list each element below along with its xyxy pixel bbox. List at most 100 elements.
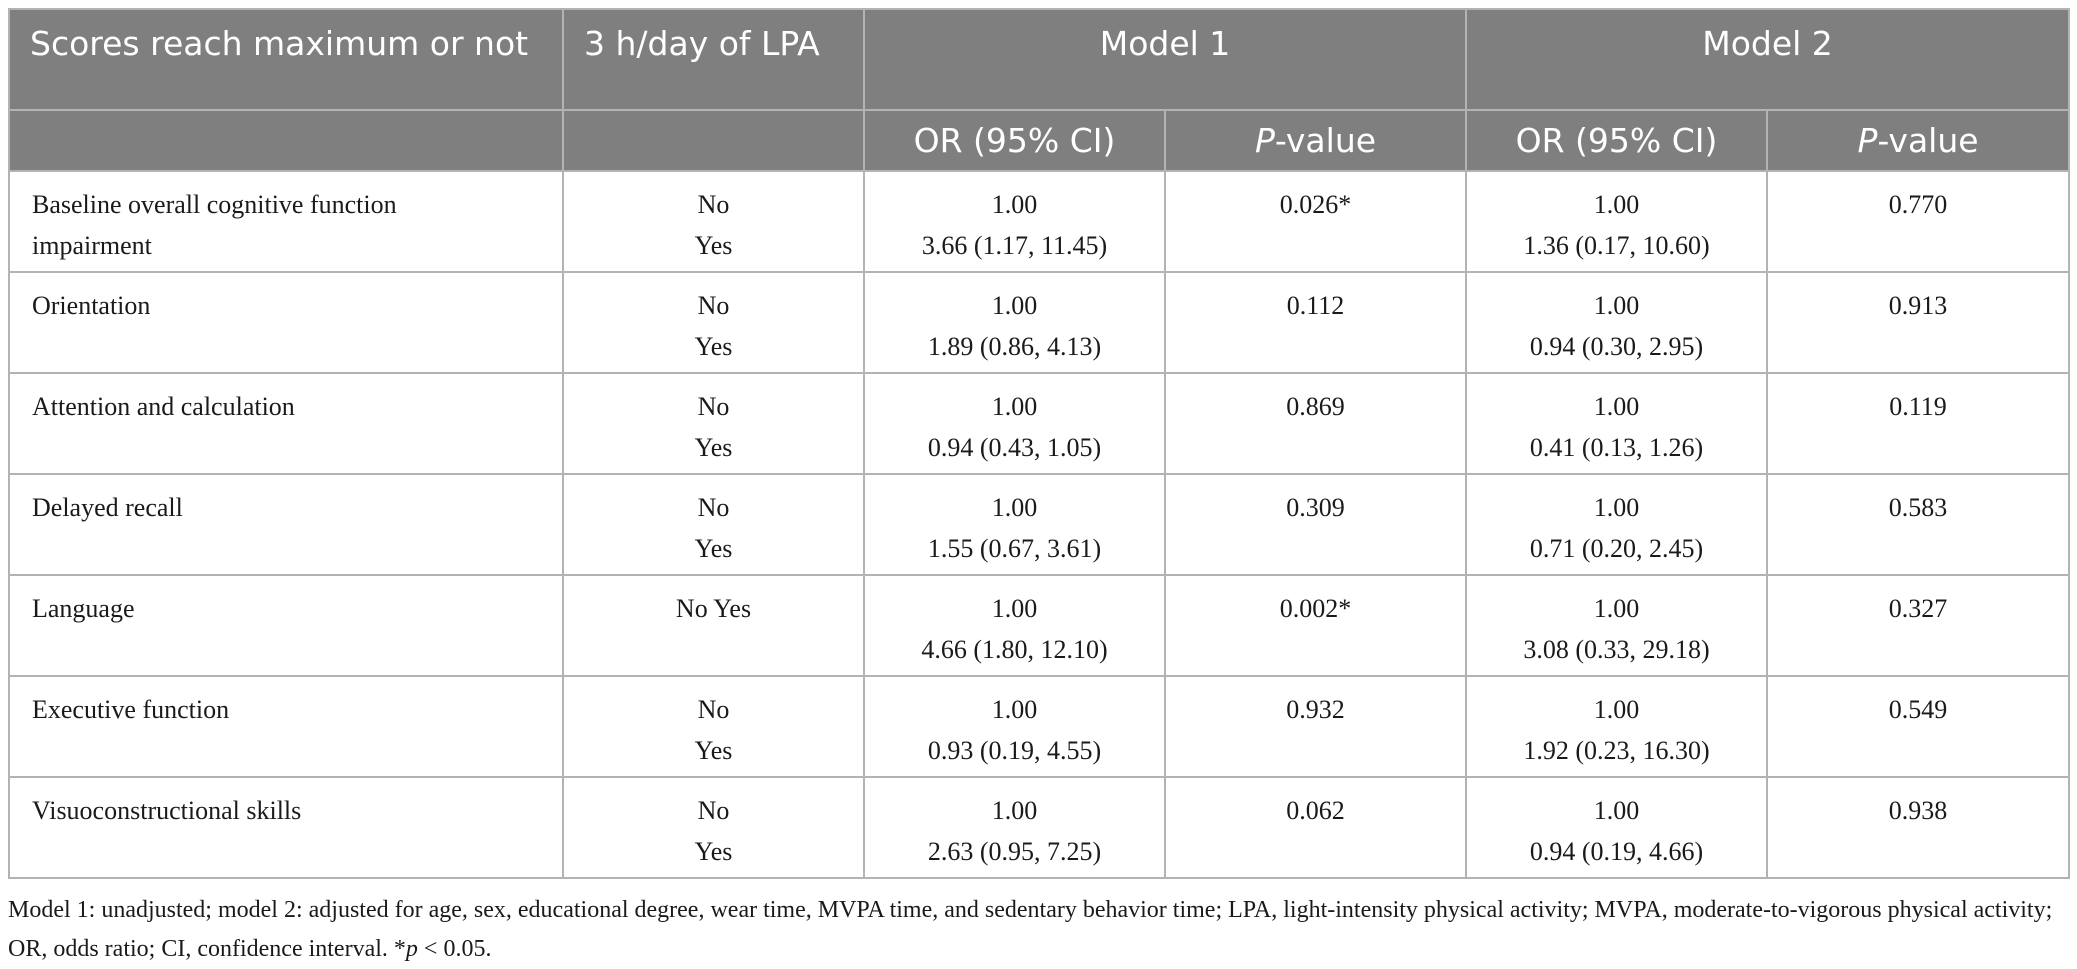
- model1-or-cell: 1.00 0.93 (0.19, 4.55): [863, 675, 1166, 778]
- model2-or-value: 0.71 (0.20, 2.45): [1529, 534, 1704, 563]
- model1-p-cell: 0.002*: [1163, 574, 1468, 677]
- model2-p-cell: 0.327: [1766, 574, 2071, 677]
- model1-or-value: 1.00: [991, 392, 1038, 421]
- model2-p-cell: 0.770: [1766, 170, 2071, 273]
- row-label: Visuoconstructional skills: [8, 776, 564, 879]
- table-row: Language No Yes 1.00 4.66 (1.80, 12.10) 0.00…: [8, 574, 2071, 677]
- model1-or-value: 1.00: [991, 190, 1038, 219]
- model1-or-cell: 1.00 2.63 (0.95, 7.25): [863, 776, 1166, 879]
- lpa-value: Yes: [694, 332, 733, 361]
- lpa-value: No: [697, 493, 730, 522]
- lpa-value: Yes: [694, 837, 733, 866]
- model1-or-cell: 1.00 1.55 (0.67, 3.61): [863, 473, 1166, 576]
- model1-or-value: 3.66 (1.17, 11.45): [921, 231, 1108, 260]
- model1-or-value: 1.89 (0.86, 4.13): [927, 332, 1102, 361]
- table-row: Executive function No Yes 1.00 0.93 (0.19, 4…: [8, 675, 2071, 778]
- model1-p-cell: 0.026*: [1163, 170, 1468, 273]
- model2-or-value: 1.00: [1593, 695, 1640, 724]
- model1-or-value: 1.00: [991, 493, 1038, 522]
- model1-p-cell: 0.869: [1163, 372, 1468, 475]
- header-m1-p-rest: -value: [1274, 120, 1377, 160]
- model1-or-cell: 1.00 1.89 (0.86, 4.13): [863, 271, 1166, 374]
- table-header: Scores reach maximum or not 3 h/day of L…: [8, 8, 2071, 172]
- model1-p-cell: 0.309: [1163, 473, 1468, 576]
- lpa-cell: No Yes: [562, 574, 865, 677]
- model2-or-cell: 1.00 0.94 (0.30, 2.95): [1465, 271, 1769, 374]
- model1-or-cell: 1.00 0.94 (0.43, 1.05): [863, 372, 1166, 475]
- row-label: Executive function: [8, 675, 564, 778]
- model2-or-value: 1.00: [1593, 493, 1640, 522]
- model2-or-value: 1.00: [1593, 291, 1640, 320]
- model2-or-value: 1.00: [1593, 594, 1640, 623]
- row-label: Orientation: [8, 271, 564, 374]
- row-label: Attention and calculation: [8, 372, 564, 475]
- row-label-text: Attention and calculation: [32, 392, 295, 421]
- header-m2-or: OR (95% CI): [1465, 109, 1769, 172]
- model1-p-value: 0.869: [1286, 392, 1345, 421]
- header-m1-p-italic: P: [1254, 120, 1275, 160]
- model2-p-value: 0.549: [1888, 695, 1948, 724]
- header-blank-2: [562, 109, 865, 172]
- lpa-value: No Yes: [675, 594, 752, 623]
- table-document: Scores reach maximum or not 3 h/day of L…: [8, 8, 2071, 969]
- model2-or-cell: 1.00 1.92 (0.23, 16.30): [1465, 675, 1769, 778]
- lpa-value: No: [697, 392, 730, 421]
- row-label-text: Orientation: [32, 291, 151, 320]
- lpa-cell: No Yes: [562, 170, 865, 273]
- model1-or-value: 1.00: [991, 594, 1038, 623]
- header-row-2: OR (95% CI) P-value OR (95% CI) P-value: [8, 109, 2071, 172]
- lpa-cell: No Yes: [562, 372, 865, 475]
- model2-or-value: 1.00: [1593, 796, 1640, 825]
- row-label-text: Visuoconstructional skills: [32, 796, 302, 825]
- row-label: Baseline overall cognitive function impa…: [8, 170, 564, 273]
- model2-p-cell: 0.583: [1766, 473, 2071, 576]
- lpa-value: No: [697, 695, 730, 724]
- header-row-1: Scores reach maximum or not 3 h/day of L…: [8, 8, 2071, 111]
- footnote-main: Model 1: unadjusted; model 2: adjusted f…: [8, 897, 2053, 962]
- table-row: Visuoconstructional skills No Yes 1.00 2.63 …: [8, 776, 2071, 879]
- header-m1-or: OR (95% CI): [863, 109, 1166, 172]
- header-scores: Scores reach maximum or not: [8, 8, 564, 111]
- model1-p-value: 0.062: [1286, 796, 1345, 825]
- model2-or-cell: 1.00 1.36 (0.17, 10.60): [1465, 170, 1769, 273]
- header-lpa: 3 h/day of LPA: [562, 8, 865, 111]
- row-label: Delayed recall: [8, 473, 564, 576]
- footnote-star: *: [393, 936, 406, 962]
- model1-p-value: 0.309: [1286, 493, 1345, 522]
- header-m2-p: P-value: [1766, 109, 2071, 172]
- model2-p-cell: 0.119: [1766, 372, 2071, 475]
- model1-p-value: 0.112: [1286, 291, 1345, 320]
- model1-or-cell: 1.00 4.66 (1.80, 12.10): [863, 574, 1166, 677]
- model2-or-cell: 1.00 0.71 (0.20, 2.45): [1465, 473, 1769, 576]
- model2-or-value: 3.08 (0.33, 29.18): [1523, 635, 1710, 664]
- model2-p-value: 0.938: [1888, 796, 1948, 825]
- lpa-value: No: [697, 796, 730, 825]
- model2-p-cell: 0.913: [1766, 271, 2071, 374]
- header-model-2: Model 2: [1465, 8, 2071, 111]
- model2-or-value: 0.94 (0.30, 2.95): [1529, 332, 1704, 361]
- model1-p-cell: 0.062: [1163, 776, 1468, 879]
- lpa-cell: No Yes: [562, 776, 865, 879]
- model2-or-value: 0.94 (0.19, 4.66): [1529, 837, 1704, 866]
- lpa-cell: No Yes: [562, 473, 865, 576]
- header-m2-p-rest: -value: [1877, 120, 1979, 160]
- model2-or-cell: 1.00 0.41 (0.13, 1.26): [1465, 372, 1769, 475]
- model1-or-value: 2.63 (0.95, 7.25): [927, 837, 1102, 866]
- model1-or-value: 0.93 (0.19, 4.55): [927, 736, 1102, 765]
- footnote-p: p: [405, 936, 418, 962]
- model2-p-cell: 0.938: [1766, 776, 2071, 879]
- model2-p-value: 0.119: [1889, 392, 1947, 421]
- row-label-text: Baseline overall cognitive function impa…: [32, 190, 397, 260]
- row-label: Language: [8, 574, 564, 677]
- model2-p-value: 0.327: [1888, 594, 1948, 623]
- footnote-threshold: < 0.05.: [417, 936, 492, 962]
- model2-or-value: 0.41 (0.13, 1.26): [1529, 433, 1704, 462]
- header-model-1: Model 1: [862, 8, 1468, 111]
- model2-p-value: 0.770: [1888, 190, 1948, 219]
- header-blank-1: [8, 109, 564, 172]
- table-row: Baseline overall cognitive function impa…: [8, 170, 2071, 273]
- table-row: Attention and calculation No Yes 1.00 0.94 (…: [8, 372, 2071, 475]
- model2-p-value: 0.583: [1888, 493, 1948, 522]
- lpa-value: Yes: [694, 736, 733, 765]
- model1-or-value: 1.00: [991, 796, 1038, 825]
